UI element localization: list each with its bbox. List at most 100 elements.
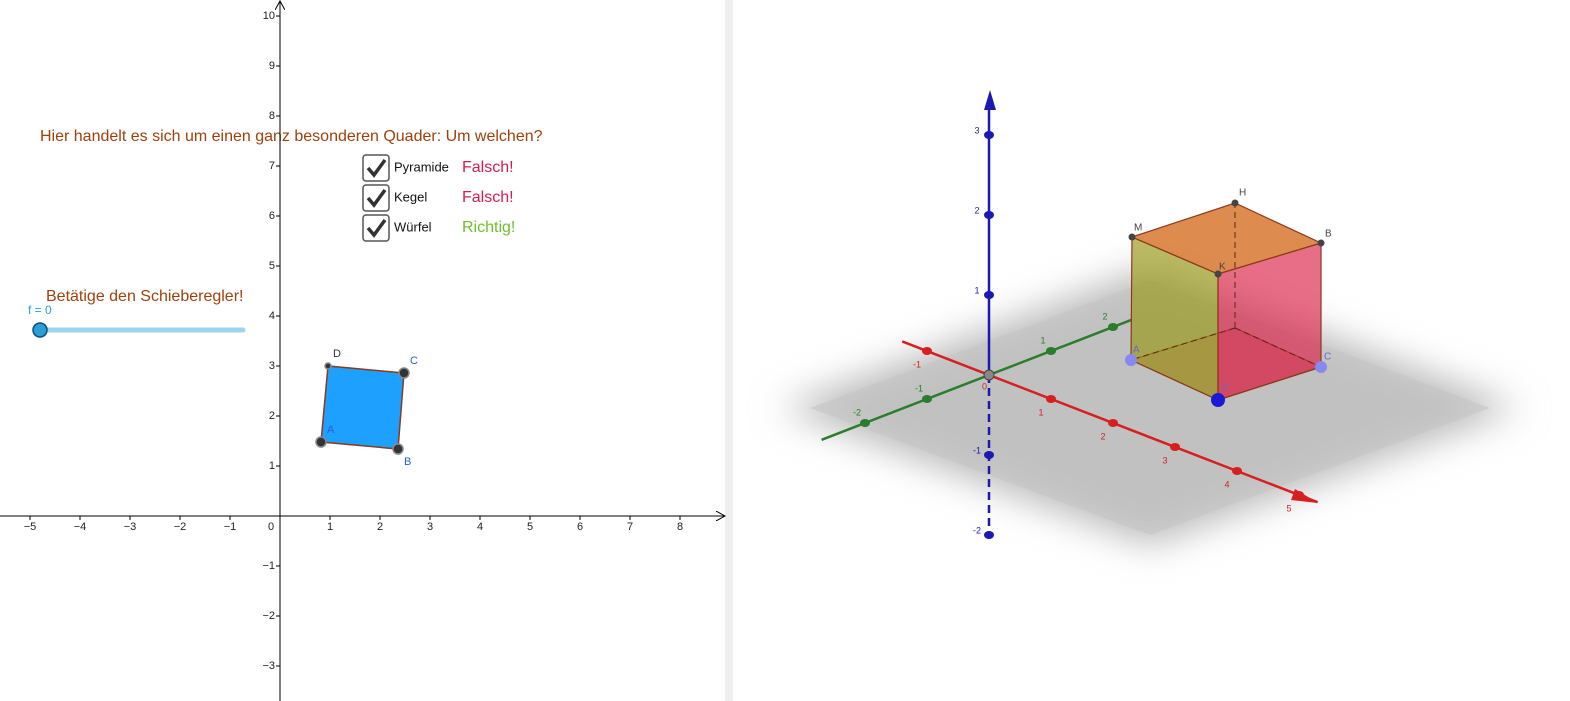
y-tick-label: 2 — [269, 410, 275, 422]
option-label: Kegel — [394, 189, 427, 204]
tick-label-3d: -1 — [913, 359, 921, 369]
y-tick-label: 3 — [269, 360, 275, 372]
point-label: A — [327, 424, 335, 436]
y-tick-label: 4 — [269, 310, 275, 322]
tick-3d — [1046, 347, 1056, 355]
x-tick-label: −1 — [224, 521, 237, 533]
tick-3d — [860, 419, 870, 427]
y-tick-label: 10 — [263, 10, 275, 22]
tick-3d — [984, 211, 994, 219]
checkbox[interactable] — [362, 154, 390, 182]
y-tick-label: 1 — [269, 460, 275, 472]
tick-3d — [1294, 491, 1304, 499]
origin-label: 0 — [268, 521, 274, 533]
tick-label-3d: 2 — [974, 205, 979, 215]
tick-3d — [922, 395, 932, 403]
cube-vertex[interactable] — [1317, 239, 1325, 247]
view-divider — [725, 0, 733, 701]
tick-label-3d: 5 — [1286, 503, 1291, 513]
checkmark — [366, 188, 387, 208]
x-tick-label: 8 — [677, 521, 683, 533]
tick-label-3d: 1 — [1038, 407, 1043, 417]
tick-label-3d: 4 — [1224, 479, 1229, 489]
feedback: Falsch! — [462, 189, 514, 206]
tick-label-3d: 3 — [974, 125, 979, 135]
ground-plane-core — [810, 280, 1490, 535]
x-tick-label: 1 — [327, 521, 333, 533]
slider-label: f = 0 — [28, 303, 52, 317]
cube-vertex-label: K — [1219, 262, 1226, 273]
cube-vertex-label: 2 — [1222, 383, 1228, 394]
y-tick-label: −1 — [262, 560, 275, 572]
tick-3d — [1232, 467, 1242, 475]
x-tick-label: 5 — [527, 521, 533, 533]
z-arrow — [984, 90, 996, 110]
tick-label-3d: 2 — [1100, 431, 1105, 441]
point-label: C — [410, 355, 418, 367]
y-tick-label: 5 — [269, 260, 275, 272]
y-tick-label: −2 — [262, 610, 275, 622]
y-tick-label: 7 — [269, 160, 275, 172]
cube-vertex-label: C — [1324, 352, 1331, 363]
checkbox[interactable] — [362, 184, 390, 212]
y-tick-label: 6 — [269, 210, 275, 222]
x-tick-label: −3 — [124, 521, 137, 533]
slider-prompt: Betätige den Schieberegler! — [46, 288, 243, 305]
tick-3d — [1170, 443, 1180, 451]
cube-vertex[interactable] — [1128, 233, 1136, 241]
cube-vertex[interactable] — [1315, 361, 1327, 373]
x-tick-label: 3 — [427, 521, 433, 533]
slider-handle[interactable] — [32, 322, 48, 338]
square — [320, 365, 405, 450]
cube-vertex-label: A — [1133, 345, 1140, 356]
feedback: Richtig! — [462, 219, 515, 236]
checkbox[interactable] — [362, 214, 390, 242]
tick-3d — [984, 131, 994, 139]
tick-3d — [1108, 419, 1118, 427]
tick-3d — [922, 347, 932, 355]
tick-3d — [984, 291, 994, 299]
y-tick-label: 9 — [269, 60, 275, 72]
cube-vertex[interactable] — [1211, 393, 1225, 407]
option-label: Pyramide — [394, 159, 449, 174]
x-tick-label: 7 — [627, 521, 633, 533]
feedback: Falsch! — [462, 159, 514, 176]
checkmark — [366, 218, 387, 238]
origin-label-3d: 0 — [982, 381, 987, 391]
tick-label-3d: -1 — [915, 383, 923, 393]
x-tick-label: 6 — [577, 521, 583, 533]
tick-3d — [1046, 395, 1056, 403]
point[interactable] — [398, 367, 410, 379]
hidden-edge — [1234, 327, 1322, 368]
tick-3d — [1108, 323, 1118, 331]
hidden-edge — [1130, 327, 1236, 361]
cube-vertex-label: M — [1134, 223, 1142, 234]
point-label: B — [404, 456, 411, 468]
x-tick-label: −4 — [74, 521, 87, 533]
y-axis-3d — [821, 318, 1133, 441]
tick-label-3d: -1 — [973, 445, 981, 455]
tick-label-3d: 3 — [1162, 455, 1167, 465]
cube-vertex[interactable] — [1125, 354, 1137, 366]
tick-label-3d: 2 — [1102, 311, 1107, 321]
y-tick-label: 8 — [269, 110, 275, 122]
x-tick-label: 4 — [477, 521, 483, 533]
cube-vertex[interactable] — [1231, 199, 1239, 207]
tick-label-3d: 1 — [974, 285, 979, 295]
checkmark — [366, 158, 387, 178]
tick-label-3d: -2 — [853, 407, 861, 417]
tick-label-3d: 1 — [1040, 335, 1045, 345]
point-label: D — [333, 348, 341, 360]
x-tick-label: 2 — [377, 521, 383, 533]
point[interactable] — [324, 362, 332, 370]
tick-3d — [984, 531, 994, 539]
question: Hier handelt es sich um einen ganz beson… — [40, 128, 543, 145]
x-tick-label: −2 — [174, 521, 187, 533]
origin-3d — [983, 369, 995, 381]
tick-3d — [984, 451, 994, 459]
cube-vertex[interactable] — [1214, 270, 1222, 278]
point[interactable] — [315, 436, 327, 448]
point[interactable] — [392, 443, 404, 455]
y-tick-label: −3 — [262, 660, 275, 672]
